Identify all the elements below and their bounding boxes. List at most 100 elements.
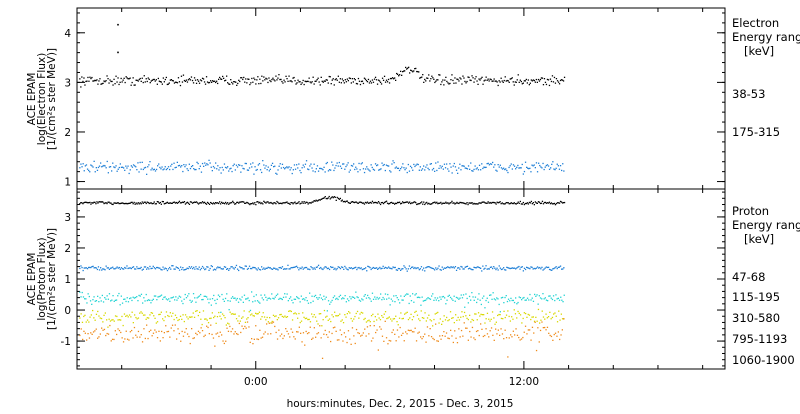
proton-point-0 [136, 203, 138, 205]
proton-point-1 [370, 268, 372, 271]
proton-point-2 [174, 299, 176, 301]
electron-point-0 [350, 82, 352, 84]
electron-point-1 [463, 165, 465, 167]
proton-point-2 [79, 291, 81, 293]
electron-point-0 [352, 81, 354, 83]
electron-point-0 [157, 77, 159, 80]
proton-point-3 [182, 314, 184, 316]
proton-point-0 [439, 202, 441, 204]
proton-point-1 [373, 267, 376, 269]
proton-point-1 [543, 268, 545, 270]
electron-point-0 [223, 77, 225, 79]
proton-point-0 [512, 202, 514, 205]
proton-point-0 [115, 202, 117, 204]
electron-point-1 [354, 168, 356, 171]
proton-point-3 [420, 310, 422, 312]
x-tick-label-1: 12:00 [509, 376, 539, 388]
proton-point-3 [178, 318, 180, 321]
electron-point-1 [416, 163, 418, 165]
proton-point-0 [323, 197, 325, 199]
electron-point-1 [301, 167, 303, 169]
proton-point-0 [147, 201, 149, 204]
proton-point-2 [519, 297, 522, 299]
proton-point-1 [297, 267, 299, 269]
electron-point-0 [260, 82, 262, 85]
proton-point-0 [466, 202, 468, 204]
proton-point-4 [302, 332, 305, 334]
proton-point-3 [384, 311, 387, 313]
proton-point-3 [300, 320, 303, 322]
proton-point-1 [321, 268, 323, 270]
proton-point-2 [273, 298, 275, 300]
proton-point-3 [305, 317, 308, 319]
proton-point-3 [411, 319, 413, 321]
proton-point-0 [518, 202, 520, 204]
proton-point-0 [453, 202, 455, 204]
proton-point-3 [162, 318, 164, 320]
proton-point-1 [147, 267, 149, 269]
proton-point-3 [134, 314, 136, 316]
electron-point-1 [447, 168, 449, 170]
electron-point-1 [448, 170, 450, 172]
electron-point-0 [525, 78, 527, 81]
proton-point-3 [540, 319, 542, 321]
proton-point-0 [499, 201, 501, 203]
proton-point-0 [156, 201, 158, 203]
proton-point-1 [121, 268, 124, 270]
proton-point-1 [498, 265, 500, 267]
proton-point-4 [170, 327, 172, 329]
proton-point-2 [131, 299, 133, 302]
proton-point-4 [383, 340, 385, 342]
proton-point-0 [379, 203, 382, 206]
proton-point-1 [220, 268, 222, 270]
proton-point-0 [104, 202, 106, 204]
electron-point-0 [295, 83, 297, 85]
proton-point-0 [292, 203, 294, 205]
proton-point-0 [304, 202, 306, 204]
electron-point-0 [296, 82, 298, 84]
proton-point-0 [283, 202, 285, 204]
proton-point-4 [305, 330, 307, 333]
proton-point-4 [418, 331, 420, 333]
proton-point-2 [300, 295, 302, 297]
proton-point-1 [349, 267, 351, 269]
proton-point-2 [476, 301, 478, 304]
proton-point-2 [100, 300, 102, 302]
proton-point-4 [283, 335, 285, 337]
proton-point-1 [512, 267, 515, 269]
proton-point-2 [105, 298, 107, 300]
electron-point-0 [330, 83, 332, 85]
electron-point-1 [451, 172, 453, 174]
proton-point-2 [388, 297, 390, 299]
proton-y-axis-title: ACE EPAM log(Proton Flux) [1/(cm²s ster … [26, 228, 58, 330]
electron-point-0 [215, 81, 217, 84]
proton-point-2 [288, 297, 291, 300]
proton-point-4 [313, 327, 315, 329]
proton-point-2 [246, 298, 248, 300]
electron-point-0 [119, 81, 121, 83]
proton-point-2 [338, 296, 340, 298]
electron-point-1 [182, 170, 184, 173]
electron-point-0 [150, 80, 152, 82]
proton-point-1 [100, 267, 102, 269]
proton-point-2 [190, 301, 192, 303]
proton-point-0 [114, 202, 116, 204]
proton-point-2 [299, 301, 301, 303]
proton-point-4 [360, 335, 362, 337]
proton-point-2 [545, 299, 548, 301]
proton-point-0 [441, 203, 443, 205]
proton-point-4 [316, 333, 318, 335]
proton-point-0 [430, 203, 432, 205]
electron-point-0 [407, 67, 409, 69]
proton-point-3 [163, 319, 165, 322]
proton-point-4 [238, 322, 240, 325]
electron-point-1 [414, 165, 416, 168]
proton-point-2 [491, 298, 493, 300]
electron-point-1 [177, 165, 180, 167]
electron-point-0 [388, 82, 391, 84]
electron-point-0 [329, 76, 331, 78]
electron-point-1 [291, 172, 293, 175]
proton-point-2 [498, 303, 500, 306]
proton-point-3 [150, 312, 152, 314]
